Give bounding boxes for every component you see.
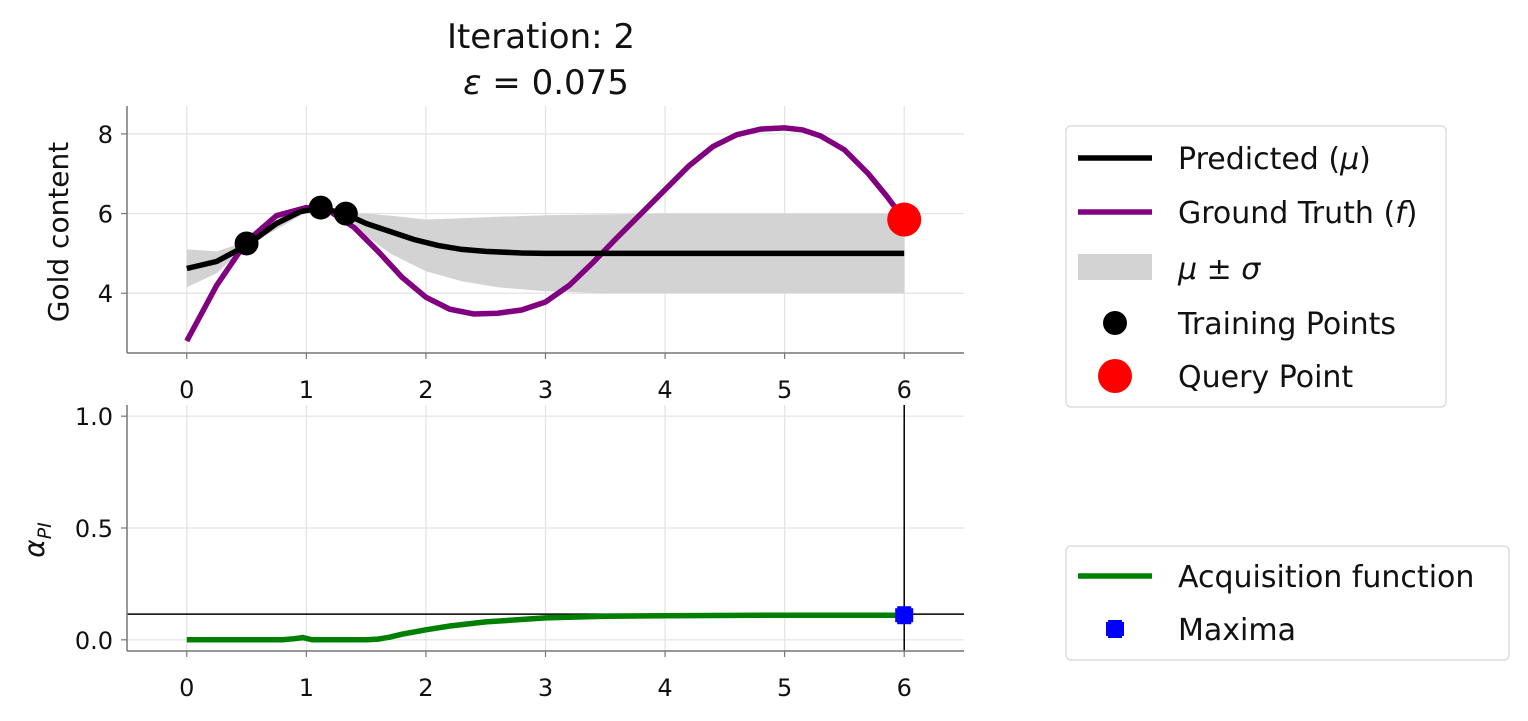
bottom-x-ticks: 0 1 2 3 4 5 6: [179, 651, 912, 702]
training-point-2: [333, 201, 358, 226]
bottom-x-tick-label-4: 4: [657, 674, 672, 702]
training-points: [234, 195, 358, 256]
legend-ground-truth-label: Ground Truth (f): [1178, 196, 1417, 231]
epsilon-value: = 0.075: [481, 63, 628, 103]
epsilon-symbol: ε: [463, 63, 481, 103]
bottom-x-tick-label-3: 3: [538, 674, 553, 702]
title-line-1: Iteration: 2: [447, 17, 635, 57]
maxima-plus-horizontal: [895, 608, 914, 623]
bottom-x-tick-label-1: 1: [299, 674, 314, 702]
top-y-ticks: 4 6 8: [98, 121, 127, 308]
top-legend: Predicted (μ) Ground Truth (f) μ ± σ Tra…: [1065, 125, 1447, 408]
training-point-0: [234, 231, 259, 256]
top-x-tick-label-3: 3: [538, 376, 553, 404]
legend-maxima-swatch: [1106, 620, 1124, 638]
bottom-y-tick-label-1: 0.5: [75, 515, 113, 543]
bottom-y-ticks: 0.0 0.5 1.0: [75, 403, 127, 655]
bottom-x-tick-label-6: 6: [897, 674, 912, 702]
legend-maxima-label: Maxima: [1178, 613, 1296, 648]
top-y-tick-label-6: 6: [98, 201, 113, 229]
bottom-x-tick-label-0: 0: [179, 674, 194, 702]
top-x-tick-label-2: 2: [418, 376, 433, 404]
alpha-symbol: α: [18, 539, 51, 558]
predicted-mean-line: [186, 205, 905, 272]
title-line-2: ε = 0.075: [463, 63, 629, 103]
top-x-tick-label-1: 1: [299, 376, 314, 404]
top-legend-frame: [1065, 125, 1447, 408]
legend-band-swatch: [1078, 254, 1152, 280]
top-x-tick-label-4: 4: [657, 376, 672, 404]
bottom-x-tick-label-2: 2: [418, 674, 433, 702]
maxima-marker: [895, 606, 914, 625]
alpha-subscript: PI: [34, 522, 56, 539]
bottom-legend-frame: [1065, 545, 1510, 661]
top-x-tick-label-6: 6: [897, 376, 912, 404]
bottom-y-tick-label-2: 1.0: [75, 403, 113, 431]
legend-band-label: μ ± σ: [1177, 252, 1261, 287]
training-point-1: [308, 195, 333, 220]
top-panel: 0 1 2 3 4 5 6 4 6 8 Gold content: [42, 106, 964, 404]
legend-query-swatch: [1098, 359, 1132, 393]
legend-acquisition-label: Acquisition function: [1178, 560, 1474, 595]
top-x-tick-label-5: 5: [777, 376, 792, 404]
top-y-tick-label-8: 8: [98, 121, 113, 149]
uncertainty-band: [186, 207, 905, 294]
top-y-tick-label-4: 4: [98, 280, 113, 308]
bottom-x-tick-label-5: 5: [777, 674, 792, 702]
legend-predicted-label: Predicted (μ): [1178, 142, 1371, 177]
top-y-label: Gold content: [42, 142, 75, 323]
bottom-y-tick-label-0: 0.0: [75, 627, 113, 655]
bottom-panel: 0 1 2 3 4 5 6 0.0 0.5 1.0 αPI: [18, 403, 964, 702]
acquisition-function-line: [186, 612, 905, 643]
bottom-y-label: αPI: [18, 522, 56, 558]
legend-query-label: Query Point: [1178, 360, 1353, 395]
legend-training-swatch: [1103, 311, 1127, 335]
top-x-tick-label-0: 0: [179, 376, 194, 404]
top-x-ticks: 0 1 2 3 4 5 6: [179, 353, 912, 404]
legend-training-label: Training Points: [1177, 307, 1396, 342]
query-point: [887, 202, 922, 237]
bottom-legend: Acquisition function Maxima: [1065, 545, 1510, 661]
